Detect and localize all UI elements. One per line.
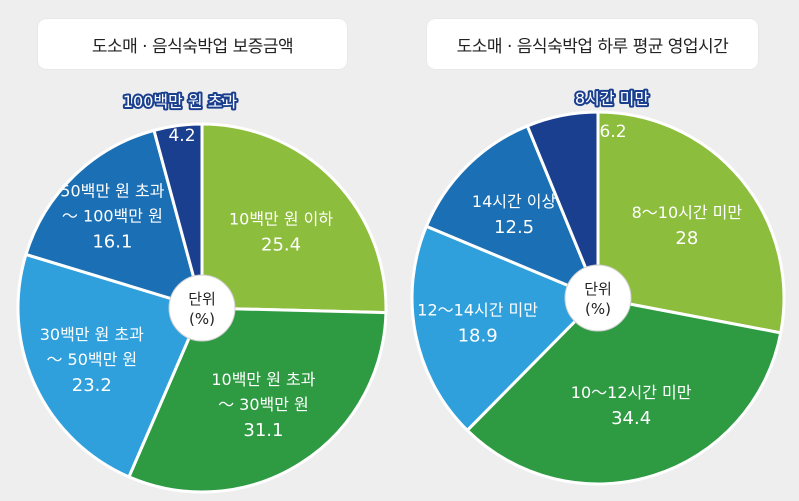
unit-label: 단위 — [584, 280, 612, 298]
slice-value: 31.1 — [243, 420, 283, 441]
pie-slice — [152, 122, 204, 309]
pie-slice — [465, 296, 783, 486]
slice-label: 30백만 원 초과 — [40, 325, 144, 344]
deposit-pie-chart: 10백만 원 이하 25.4 10백만 원 초과 ～ 30백만 원 31.1 30백만 원… — [16, 90, 388, 494]
hours-pie-chart: 8～10시간 미만 28 10～12시간 미만 34.4 12～14시간 미만 18.9 1… — [410, 87, 786, 486]
slice-value: 4.2 — [168, 126, 195, 146]
slice-value: 25.4 — [261, 234, 301, 255]
slice-value: 6.2 — [599, 122, 626, 142]
slice-value: 16.1 — [92, 232, 132, 253]
unit-label: (%) — [585, 300, 611, 318]
slice-label: ～ 30백만 원 — [218, 395, 309, 414]
slice-value: 23.2 — [72, 375, 112, 396]
slice-label: 50백만 원 초과 — [60, 182, 164, 201]
slice-value: 28 — [675, 228, 698, 249]
pie-slice — [24, 128, 205, 311]
slice-label: 12～14시간 미만 — [417, 301, 538, 320]
slice-label: 100백만 원 초과 — [123, 92, 238, 111]
slice-value: 18.9 — [458, 326, 498, 347]
slice-label: 8시간 미만 — [575, 89, 649, 108]
pie-slice — [126, 306, 388, 494]
pie-slice — [596, 110, 786, 335]
slice-label: 10～12시간 미만 — [571, 383, 692, 402]
slice-label: ～ 50백만 원 — [46, 350, 137, 369]
chart-title: 도소매 · 음식숙박업 하루 평균 영업시간 — [427, 19, 758, 69]
pie-slice — [410, 224, 601, 433]
deposit-chart-panel: 도소매 · 음식숙박업 보증금액 10백만 원 이하 25.4 10백만 원 초과 ～… — [16, 19, 388, 494]
pie-slice — [200, 122, 388, 315]
slice-label: ～ 100백만 원 — [62, 207, 163, 226]
unit-label: 단위 — [188, 290, 216, 308]
slice-label: 10백만 원 이하 — [229, 209, 333, 228]
slice-label: 8～10시간 미만 — [632, 203, 743, 222]
unit-circle — [564, 264, 632, 332]
hours-chart-panel: 도소매 · 음식숙박업 하루 평균 영업시간 8～10시간 미만 28 10～12시… — [400, 0, 799, 501]
slice-value: 12.5 — [494, 217, 534, 238]
chart-title: 도소매 · 음식숙박업 보증금액 — [38, 19, 347, 69]
unit-circle — [168, 274, 236, 342]
unit-label: (%) — [189, 310, 215, 328]
slice-label: 10백만 원 초과 — [211, 370, 315, 389]
pie-slice — [424, 123, 601, 301]
pie-slice — [525, 110, 600, 299]
slice-label: 14시간 이상 — [472, 192, 557, 211]
pie-slice — [16, 252, 205, 479]
slice-value: 34.4 — [611, 408, 651, 429]
